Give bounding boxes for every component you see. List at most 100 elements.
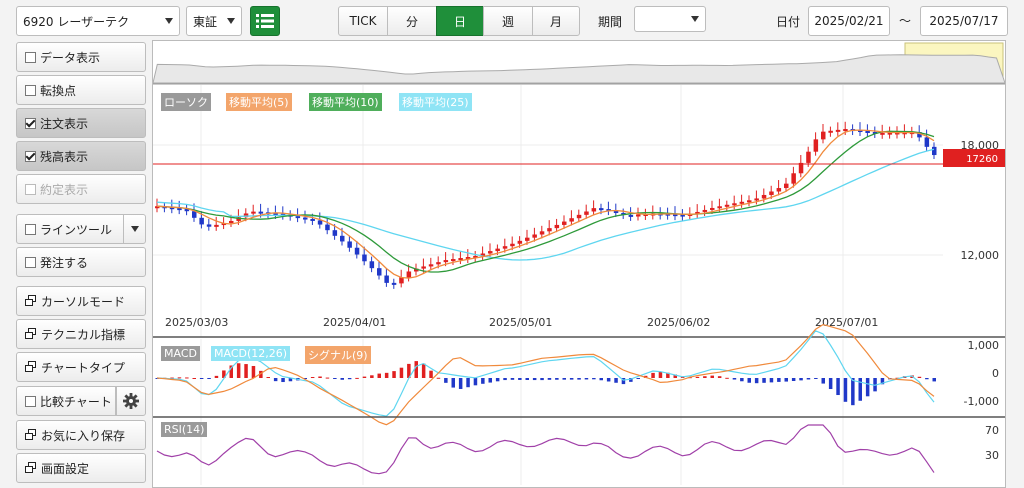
legend-signal: シグナル(9) xyxy=(305,346,371,364)
ma5-line xyxy=(156,129,935,279)
macd-bar xyxy=(710,375,714,378)
candle-body xyxy=(606,209,611,212)
tab-tick[interactable]: TICK xyxy=(338,6,388,36)
date-from-input[interactable]: 2025/02/21 xyxy=(808,6,890,36)
checkbox-checked-icon xyxy=(25,117,36,129)
date-to-value: 2025/07/17 xyxy=(929,14,999,28)
candle-body xyxy=(488,251,493,254)
tab-day[interactable]: 日 xyxy=(436,6,484,36)
chart-type-button[interactable]: チャートタイプ xyxy=(16,352,146,382)
place-order-toggle[interactable]: 発注する xyxy=(16,247,146,277)
data-display-toggle[interactable]: データ表示 xyxy=(16,42,146,72)
candle-body xyxy=(643,213,648,216)
macd-bar xyxy=(251,365,256,378)
macd-bar xyxy=(384,372,389,378)
line-tool-menu-button[interactable] xyxy=(123,214,146,244)
candle-body xyxy=(206,224,212,227)
macd-bar xyxy=(784,378,788,382)
macd-bar xyxy=(695,376,700,378)
macd-bar xyxy=(436,377,441,379)
macd-bar xyxy=(192,377,196,379)
rsi-axis-30: 30 xyxy=(985,449,999,462)
macd-bar xyxy=(614,378,618,383)
macd-bar xyxy=(429,370,433,378)
execution-display-toggle[interactable]: 約定表示 xyxy=(16,174,146,204)
macd-bar xyxy=(333,378,337,379)
button-label: チャートタイプ xyxy=(41,360,125,375)
toggle-label: 転換点 xyxy=(40,83,77,98)
tab-minute[interactable]: 分 xyxy=(387,6,437,36)
macd-bar xyxy=(569,378,574,380)
macd-bar xyxy=(407,363,411,378)
macd-bar xyxy=(392,371,396,378)
candle-body xyxy=(399,277,404,284)
chart-canvas[interactable]: 17260 18,000 12,000 2025/03/03 2025/04/0… xyxy=(153,41,1005,487)
macd-bar xyxy=(703,376,707,378)
window-icon xyxy=(25,328,37,340)
macd-bar xyxy=(259,370,263,378)
turning-point-toggle[interactable]: 転換点 xyxy=(16,75,146,105)
candle-body xyxy=(184,209,190,212)
macd-bar xyxy=(488,378,492,383)
candle-body xyxy=(554,224,560,229)
order-display-toggle[interactable]: 注文表示 xyxy=(16,108,146,138)
legend-candles: ローソク xyxy=(161,93,211,111)
macd-bar xyxy=(925,378,929,380)
period-select[interactable] xyxy=(634,6,706,32)
candle-body xyxy=(865,131,870,134)
candle-body xyxy=(680,214,685,217)
candle-body xyxy=(917,132,922,138)
macd-bar xyxy=(207,378,211,379)
macd-bar xyxy=(769,378,774,383)
date-label: 2025/05/01 xyxy=(489,316,552,329)
macd-bar xyxy=(621,378,626,385)
candle-body xyxy=(880,132,885,135)
candle-body xyxy=(569,218,574,222)
candle-body xyxy=(754,198,759,201)
chart-container[interactable]: 17260 18,000 12,000 2025/03/03 2025/04/0… xyxy=(152,40,1006,488)
market-select[interactable]: 東証 xyxy=(186,6,242,36)
price-label-12000: 12,000 xyxy=(961,249,1000,262)
list-icon xyxy=(256,14,274,28)
macd-bar xyxy=(177,377,182,379)
macd-bar xyxy=(414,361,418,378)
macd-bar xyxy=(229,365,233,378)
position-display-toggle[interactable]: 残高表示 xyxy=(16,141,146,171)
screen-settings-button[interactable]: 画面設定 xyxy=(16,453,146,483)
symbol-select[interactable]: 6920 レーザーテク xyxy=(16,6,180,36)
candle-body xyxy=(710,207,715,210)
macd-bar xyxy=(636,378,640,379)
checkbox-icon xyxy=(25,223,36,235)
compare-settings-button[interactable] xyxy=(116,386,146,416)
button-label: お気に入り保存 xyxy=(41,428,126,443)
legend-ma5: 移動平均(5) xyxy=(226,93,292,111)
current-price-text: 17260 xyxy=(966,154,998,165)
candle-body xyxy=(591,208,597,212)
candle-body xyxy=(621,212,626,215)
macd-bar xyxy=(858,378,862,401)
save-favorite-button[interactable]: お気に入り保存 xyxy=(16,420,146,450)
date-label: 2025/07/01 xyxy=(815,316,878,329)
candle-body xyxy=(895,132,900,135)
list-view-button[interactable] xyxy=(250,6,280,36)
candle-body xyxy=(872,131,878,134)
candle-body xyxy=(932,146,937,156)
candle-body xyxy=(155,206,160,209)
macd-bar xyxy=(584,378,589,380)
ma25-line xyxy=(156,148,935,261)
technical-indicator-button[interactable]: テクニカル指標 xyxy=(16,319,146,349)
tab-month[interactable]: 月 xyxy=(532,6,580,36)
candle-body xyxy=(169,207,175,210)
candle-body xyxy=(406,271,412,278)
compare-chart-toggle[interactable]: 比較チャート xyxy=(16,386,116,416)
line-tool-toggle[interactable]: ラインツール xyxy=(16,214,124,244)
checkbox-checked-icon xyxy=(25,150,36,162)
tab-week[interactable]: 週 xyxy=(483,6,533,36)
rsi-line xyxy=(156,424,935,475)
cursor-mode-button[interactable]: カーソルモード xyxy=(16,286,146,316)
macd-bar xyxy=(880,378,885,385)
date-to-input[interactable]: 2025/07/17 xyxy=(920,6,1008,36)
chevron-down-icon xyxy=(165,18,173,24)
candle-body xyxy=(310,218,315,221)
macd-bar xyxy=(495,378,500,382)
